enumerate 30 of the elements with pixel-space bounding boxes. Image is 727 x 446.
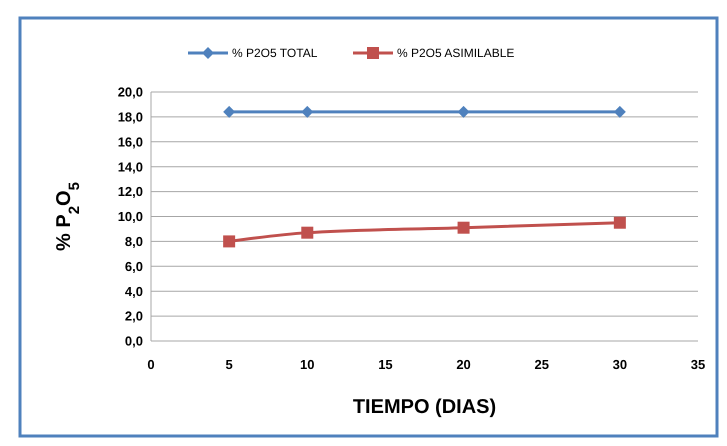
- x-tick-label: 25: [534, 357, 549, 372]
- x-tick-label: 5: [226, 357, 233, 372]
- y-tick-label: 18,0: [118, 109, 143, 124]
- y-tick-label: 10,0: [118, 209, 143, 224]
- y-tick-label: 16,0: [118, 134, 143, 150]
- y-tick-label: 8,0: [124, 234, 143, 249]
- x-axis-title: TIEMPO (DIAS): [352, 396, 496, 418]
- x-tick-label: 35: [690, 357, 706, 372]
- x-tick-label: 10: [300, 357, 315, 372]
- point: [614, 216, 626, 229]
- y-tick-label: 14,0: [118, 159, 143, 174]
- y-tick-label: 2,0: [124, 308, 143, 324]
- y-tick-label: 12,0: [118, 184, 143, 200]
- point: [223, 106, 236, 118]
- point: [458, 222, 470, 234]
- point: [223, 235, 236, 248]
- legend-label: % P2O5 ASIMILABLE: [397, 46, 514, 60]
- y-tick-label: 4,0: [124, 284, 143, 299]
- x-tick-label: 30: [612, 357, 628, 372]
- y-tick-label: 20,0: [118, 84, 143, 100]
- y-tick-label: 0,0: [124, 334, 143, 349]
- y-tick-label: 6,0: [124, 258, 143, 274]
- x-tick-label: 0: [147, 357, 155, 372]
- point: [614, 106, 626, 118]
- point: [301, 226, 314, 239]
- x-tick-label: 20: [456, 357, 471, 372]
- x-tick-label: 15: [378, 357, 393, 372]
- legend-label: % P2O5 TOTAL: [232, 46, 318, 60]
- point: [458, 106, 470, 118]
- point: [301, 106, 314, 118]
